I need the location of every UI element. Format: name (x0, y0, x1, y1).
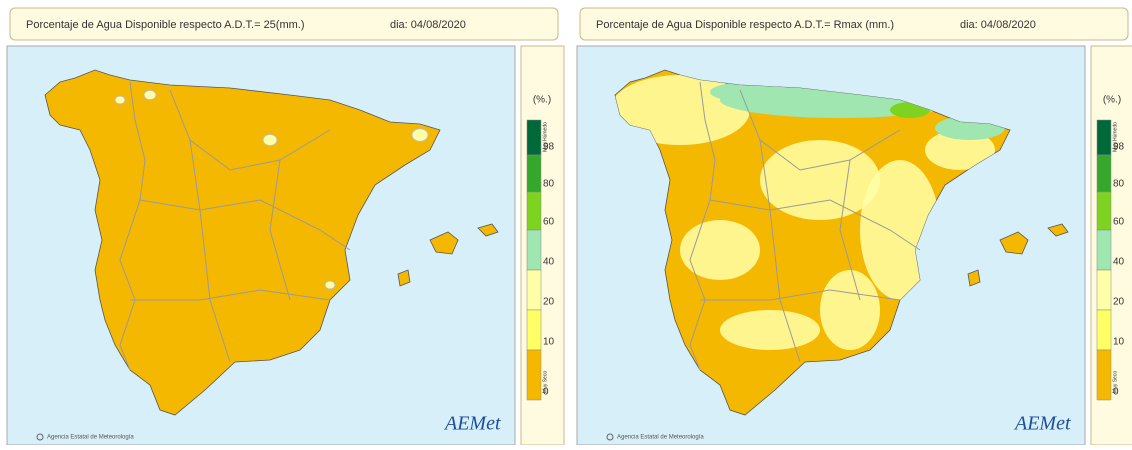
legend-bottom-label: Muy Seco (542, 371, 548, 393)
legend-swatch (527, 230, 541, 270)
legend-swatch (1097, 155, 1111, 192)
moist-patch (263, 134, 277, 145)
legend-label: 60 (1113, 217, 1125, 228)
legend-swatch (1097, 270, 1111, 310)
credit: Agencia Estatal de Meteorología (47, 435, 134, 441)
legend-label: 40 (543, 257, 555, 268)
credit: Agencia Estatal de Meteorología (617, 435, 704, 441)
legend-label: 80 (1113, 179, 1125, 190)
legend-label: 20 (543, 297, 555, 308)
moist-patch (325, 281, 335, 289)
legend-unit: (%.) (533, 95, 551, 106)
panel-title: Porcentaje de Agua Disponible respecto A… (596, 19, 894, 31)
panel: Porcentaje de Agua Disponible respecto A… (577, 8, 1132, 445)
legend-label: 10 (543, 337, 555, 348)
legend-label: 10 (1113, 337, 1125, 348)
legend-top-label: Muy Húmedo (542, 122, 548, 152)
panel-date: dia: 04/08/2020 (390, 19, 466, 31)
legend-bottom-label: Muy Seco (1112, 371, 1118, 393)
legend-swatch (527, 192, 541, 230)
dry-patch (680, 220, 760, 280)
legend-swatch (1097, 350, 1111, 400)
panel-date: dia: 04/08/2020 (960, 19, 1036, 31)
legend-swatch (527, 155, 541, 192)
dry-patch (760, 140, 880, 220)
dry-patch (720, 310, 820, 350)
moist-patch (144, 90, 156, 100)
screen: Porcentaje de Agua Disponible respecto A… (0, 0, 1132, 445)
panel: Porcentaje de Agua Disponible respecto A… (7, 8, 564, 445)
legend-label: 40 (1113, 257, 1125, 268)
legend-top-label: Muy Húmedo (1112, 122, 1118, 152)
dry-patch (820, 270, 880, 350)
panel-title: Porcentaje de Agua Disponible respecto A… (26, 19, 305, 31)
legend-swatch (1097, 120, 1111, 155)
legend-swatch (527, 350, 541, 400)
legend-swatch (1097, 192, 1111, 230)
legend-swatch (1097, 230, 1111, 270)
legend-swatch (527, 310, 541, 350)
legend-swatch (1097, 310, 1111, 350)
legend-swatch (527, 120, 541, 155)
moist-patch (412, 129, 428, 142)
logo: AEMet (443, 413, 501, 435)
legend-unit: (%.) (1103, 95, 1121, 106)
legend-swatch (527, 270, 541, 310)
logo: AEMet (1013, 413, 1071, 435)
legend-label: 60 (543, 217, 555, 228)
moist-patch (115, 96, 125, 104)
legend-label: 80 (543, 179, 555, 190)
legend-label: 20 (1113, 297, 1125, 308)
